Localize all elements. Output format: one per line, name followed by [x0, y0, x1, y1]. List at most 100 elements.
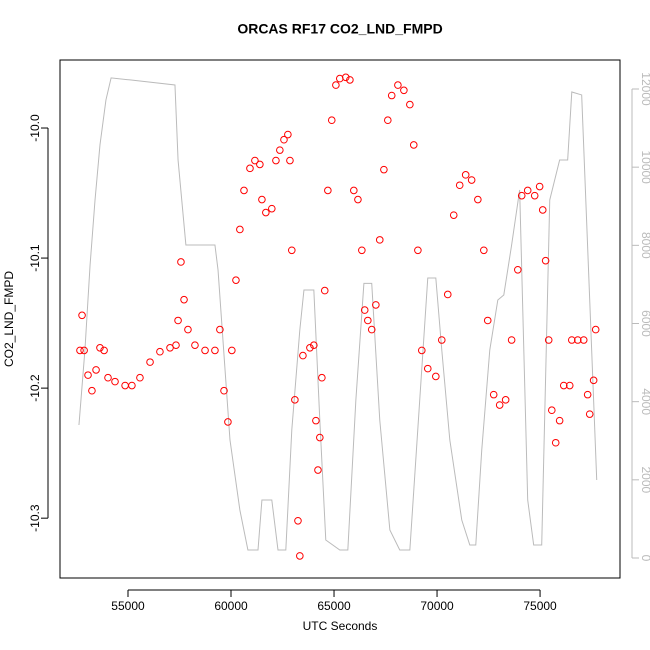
data-point [100, 346, 108, 355]
data-point [400, 86, 408, 95]
x-tick-label: 55000 [111, 599, 145, 613]
data-point [256, 160, 264, 169]
data-point [335, 74, 344, 83]
data-point [409, 141, 418, 149]
data-point [76, 346, 84, 355]
data-point [489, 390, 498, 399]
data-point [291, 396, 299, 404]
data-point [220, 386, 228, 395]
y2-tick-label: 4000 [639, 388, 650, 415]
data-point [294, 516, 302, 525]
data-point [567, 336, 576, 344]
data-point [299, 351, 307, 360]
data-point [360, 306, 369, 314]
data-point [341, 73, 350, 82]
data-point [523, 186, 532, 195]
data-point [286, 156, 294, 165]
data-point [432, 372, 440, 381]
y2-tick-label: 0 [639, 555, 650, 562]
y-tick-label: -10.2 [28, 374, 42, 402]
data-point [375, 236, 384, 244]
data-point [387, 91, 396, 100]
data-point [380, 165, 388, 174]
x-tick-label: 65000 [317, 599, 351, 613]
data-point [172, 341, 180, 350]
data-point [327, 116, 336, 125]
data-point [316, 433, 324, 442]
data-point [228, 346, 236, 355]
data-point [276, 146, 284, 154]
data-point [461, 171, 470, 179]
data-point [423, 364, 432, 373]
data-point [530, 191, 539, 200]
y-tick-label: -10.1 [28, 244, 42, 272]
data-point [92, 366, 100, 374]
data-point [559, 381, 568, 390]
data-point [467, 176, 476, 184]
y2-tick-label: 10000 [639, 150, 650, 184]
data-point [240, 186, 248, 195]
y2-tick-label: 6000 [639, 310, 650, 337]
data-point [414, 246, 422, 255]
data-point [211, 346, 219, 355]
data-point [591, 325, 600, 334]
data-point [573, 336, 582, 344]
data-point [535, 182, 544, 191]
y2-tick-label: 12000 [639, 72, 650, 106]
x-axis-label: UTC Seconds [303, 619, 378, 633]
data-point [474, 195, 482, 204]
data-point [246, 164, 254, 173]
data-point [111, 377, 119, 386]
data-point [437, 336, 446, 344]
data-line [78, 77, 598, 551]
data-point [224, 418, 232, 426]
data-point [514, 265, 522, 274]
data-point [216, 325, 224, 334]
data-point [394, 81, 402, 89]
data-point [417, 346, 426, 355]
data-point [156, 347, 164, 356]
data-point [146, 358, 154, 366]
data-point [495, 401, 504, 409]
data-point [480, 246, 488, 255]
data-point [583, 390, 592, 399]
chart-title: ORCAS RF17 CO2_LND_FMPD [237, 21, 442, 37]
data-point [544, 336, 553, 344]
data-point [296, 552, 304, 560]
data-point [565, 381, 574, 390]
data-point [287, 246, 296, 255]
data-point [589, 376, 598, 385]
x-tick-label: 70000 [420, 599, 454, 613]
data-point [320, 286, 329, 295]
data-point [174, 316, 182, 325]
plot-frame [59, 59, 621, 579]
data-point [96, 344, 104, 352]
data-point [507, 336, 516, 344]
data-point [232, 276, 240, 284]
data-point [354, 195, 362, 204]
data-point [332, 81, 340, 89]
data-point [367, 325, 376, 334]
data-point [346, 76, 354, 84]
data-point [314, 466, 322, 474]
data-point [455, 181, 464, 190]
data-point [541, 256, 550, 265]
data-point [372, 301, 380, 309]
data-point [585, 410, 594, 418]
data-point [350, 186, 358, 195]
data-point [258, 195, 266, 204]
data-point [201, 346, 209, 355]
data-point [501, 396, 510, 404]
data-point [236, 225, 244, 234]
data-point [358, 246, 366, 255]
data-point [284, 130, 292, 139]
y-axis-label: CO2_LND_FMPD [2, 271, 16, 367]
x-tick-label: 60000 [214, 599, 248, 613]
data-point [262, 208, 270, 217]
data-point [177, 258, 185, 266]
data-point [184, 325, 192, 334]
data-point [121, 381, 129, 390]
data-point [180, 295, 188, 304]
